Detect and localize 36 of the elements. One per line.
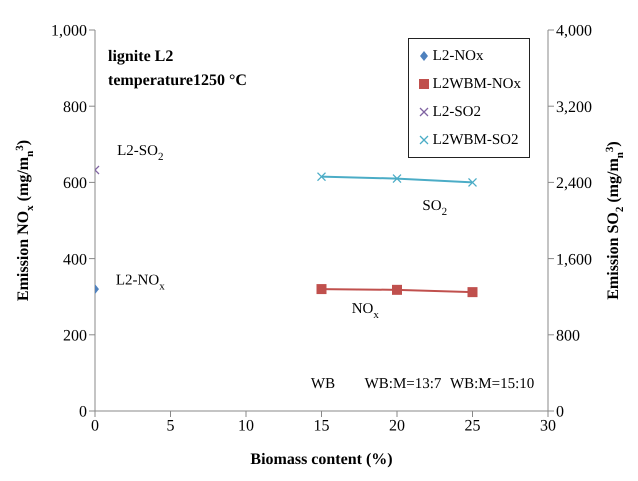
- point: [468, 178, 478, 188]
- y2-tick-label: 800: [556, 327, 580, 344]
- annotation: SO$_{2}$: [422, 198, 448, 218]
- annotation: L2-SO$_{2}$: [117, 143, 164, 162]
- y-tick-label: 800: [63, 98, 87, 116]
- legend-label: L2WBM-NOx: [432, 76, 521, 92]
- annotation: WB:M=15:10: [450, 376, 534, 393]
- point: [392, 174, 402, 184]
- y2-tick-label: 3,200: [556, 98, 592, 116]
- y2-tick-label: 0: [556, 404, 564, 421]
- y-tick-label: 200: [63, 327, 87, 344]
- y2-tick-label: 2,400: [556, 175, 592, 192]
- y2-tick-label: 4,000: [556, 22, 592, 40]
- x-tick-label: 10: [238, 417, 254, 434]
- x-tick-label: 15: [314, 417, 330, 434]
- legend-label: L2-SO2: [432, 104, 482, 120]
- x-tick-label: 25: [464, 417, 480, 434]
- x-tick-label: 5: [166, 417, 174, 434]
- y-tick-label: 400: [63, 251, 87, 268]
- x-tick-label: 0: [91, 417, 99, 434]
- annotation: NO$_{x}$: [352, 301, 380, 321]
- annotation: WB:M=13:7: [364, 376, 442, 393]
- annotation: temperature1250 °C: [108, 72, 247, 90]
- y-tick-label: 1,000: [51, 22, 87, 40]
- annotation: WB: [310, 376, 336, 393]
- legend-label: L2-NOx: [432, 48, 484, 64]
- legend-label: L2WBM-SO2: [432, 132, 519, 148]
- x-tick-label: 20: [389, 417, 405, 434]
- y2-tick-label: 1,600: [556, 251, 592, 268]
- point: [316, 172, 326, 182]
- x-axis-title: Biomass content (%): [250, 451, 393, 468]
- annotation: lignite L2: [108, 48, 174, 66]
- y-tick-label: 600: [63, 175, 87, 192]
- x-tick-label: 30: [540, 417, 556, 434]
- y-tick-label: 0: [79, 404, 87, 421]
- annotation: L2-NO$_{x}$: [116, 272, 166, 292]
